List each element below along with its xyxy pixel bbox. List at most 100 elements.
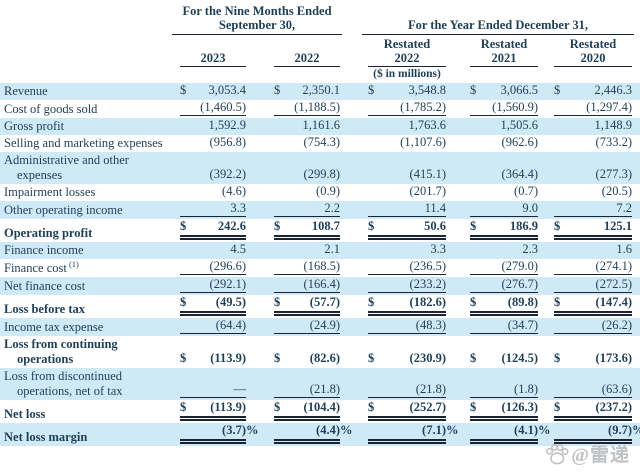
value-box: (4.6) xyxy=(180,184,246,199)
value: (272.5) xyxy=(595,277,632,291)
row-label: Net finance cost xyxy=(4,279,86,293)
table-row: Cost of goods sold (1,460.5) (1,188.5) (1,7… xyxy=(0,100,640,118)
value: 1,148.9 xyxy=(594,118,633,132)
table-header-unit-note-row: ($ in millions) xyxy=(0,67,640,83)
value-cell: $ (113.9) xyxy=(172,400,248,423)
value-box: $2,350.1 xyxy=(274,83,340,98)
value-box: (733.2) xyxy=(554,135,632,150)
value-box: $ (147.4) xyxy=(554,295,632,316)
value: (48.3) xyxy=(415,318,446,332)
value-cell: 9.0 xyxy=(448,201,540,219)
currency-symbol: $ xyxy=(274,295,281,309)
currency-symbol: $ xyxy=(368,219,375,233)
currency-symbol: $ xyxy=(274,83,281,97)
value: (299.8) xyxy=(303,167,340,181)
value: (113.9) xyxy=(210,400,246,414)
value-cell: (9.7)% xyxy=(540,423,640,446)
value-cell: (296.6) xyxy=(172,259,248,277)
value-cell: (277.3) xyxy=(540,167,634,184)
value-box: (9.7) xyxy=(554,423,632,444)
value-cell: $242.6 xyxy=(172,219,248,242)
currency-symbol: $ xyxy=(470,351,477,365)
year-column-label: Restated 2020 xyxy=(554,37,632,67)
value-box: (392.2) xyxy=(180,167,246,182)
value: 50.6 xyxy=(424,219,446,233)
value-box: (64.4) xyxy=(180,318,246,334)
percent-sign: % xyxy=(246,423,259,437)
currency-symbol: $ xyxy=(554,351,561,365)
nine-months-group-header: For the Nine Months Ended September 30, xyxy=(172,4,342,35)
row-label: Loss before tax xyxy=(4,302,86,316)
year-column-header: Restated 2020 xyxy=(540,35,634,67)
value-box: $ (124.5) xyxy=(470,351,538,366)
value-box: (292.1) xyxy=(180,277,246,293)
value: 2,446.3 xyxy=(594,83,633,97)
value-cell: (20.5) xyxy=(540,184,634,201)
currency-symbol: $ xyxy=(180,351,187,365)
value-cell: (7.1)% xyxy=(342,423,459,446)
value-box: (233.2) xyxy=(368,277,446,293)
restated-label: Restated xyxy=(383,37,431,51)
value-box: (0.7) xyxy=(470,184,538,199)
value-box: (277.3) xyxy=(554,167,632,182)
value-box: 1,763.6 xyxy=(368,118,447,133)
year-column-header: Restated 2022 xyxy=(342,35,448,67)
year-column-header: 2023 xyxy=(172,49,248,67)
value-cell: 11.4 xyxy=(342,201,448,219)
value-cell: (415.1) xyxy=(342,167,448,184)
value-box: 4.5 xyxy=(180,242,246,257)
row-label: Revenue xyxy=(4,84,48,98)
value-cell: (24.9) xyxy=(248,318,342,336)
value: 9.0 xyxy=(522,201,538,215)
value-box: $50.6 xyxy=(368,219,446,240)
value: (168.5) xyxy=(303,259,340,273)
value-cell: $186.9 xyxy=(448,219,540,242)
value-box: — xyxy=(180,382,246,398)
value-box: $ (89.8) xyxy=(470,295,538,316)
value-cell: (733.2) xyxy=(540,135,634,152)
value-cell: $ (252.7) xyxy=(342,400,448,423)
value-cell: $ (182.6) xyxy=(342,295,448,318)
value-box: (24.9) xyxy=(274,318,340,334)
value-cell: 1,148.9 xyxy=(540,118,634,135)
value: (49.5) xyxy=(215,295,246,309)
value: 3,548.8 xyxy=(408,83,447,97)
value-box: $186.9 xyxy=(470,219,538,240)
value-box: (272.5) xyxy=(554,277,632,293)
value-box: 1,148.9 xyxy=(554,118,633,133)
value-cell: (1.8) xyxy=(448,382,540,400)
value-cell: (276.7) xyxy=(448,277,540,295)
value-cell: $3,066.5 xyxy=(448,83,540,100)
table-row: Income tax expense (64.4) (24.9) (48.3) (34.… xyxy=(0,318,640,336)
value: (754.3) xyxy=(303,135,340,149)
value-cell: (292.1) xyxy=(172,277,248,295)
value-cell: (233.2) xyxy=(342,277,448,295)
value-box: (201.7) xyxy=(368,184,446,199)
value: (0.7) xyxy=(514,184,538,198)
value: 3.3 xyxy=(230,201,246,215)
table-row: Finance income 4.5 2.1 3.3 2.3 1.6 xyxy=(0,242,640,259)
value: 2.1 xyxy=(324,242,340,256)
value-box: $ (57.7) xyxy=(274,295,340,316)
row-label: Net loss xyxy=(4,407,46,421)
value-box: (1,560.9) xyxy=(470,100,538,116)
value: (3.7) xyxy=(222,423,246,437)
value-box: $ (113.9) xyxy=(180,400,246,421)
value: (201.7) xyxy=(409,184,446,198)
value-box: 1,592.9 xyxy=(180,118,247,133)
row-label: Selling and marketing expenses xyxy=(4,136,163,150)
value: 242.6 xyxy=(217,219,246,233)
value: 3,066.5 xyxy=(500,83,539,97)
value-box: (1,785.2) xyxy=(368,100,446,116)
value: 11.4 xyxy=(424,201,446,215)
value: 108.7 xyxy=(311,219,340,233)
value-cell: (26.2) xyxy=(540,318,634,336)
value-cell: 1,763.6 xyxy=(342,118,448,135)
value: 2,350.1 xyxy=(302,83,341,97)
value: (237.2) xyxy=(595,400,632,414)
percent-sign: % xyxy=(340,423,353,437)
value-box: (0.9) xyxy=(274,184,340,199)
value: (21.8) xyxy=(415,382,446,396)
value: (1,785.2) xyxy=(400,100,446,114)
